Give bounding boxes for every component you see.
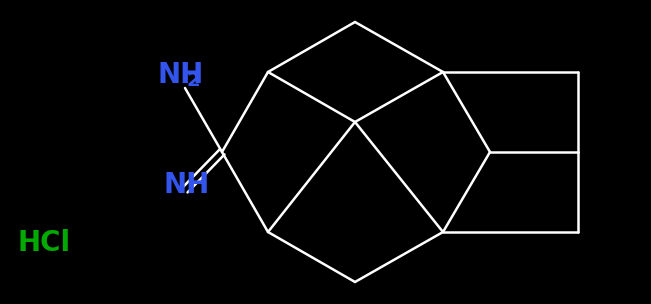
Text: 2: 2 <box>187 71 201 89</box>
Text: HCl: HCl <box>18 229 71 257</box>
Text: NH: NH <box>157 61 203 89</box>
Text: NH: NH <box>163 171 209 199</box>
